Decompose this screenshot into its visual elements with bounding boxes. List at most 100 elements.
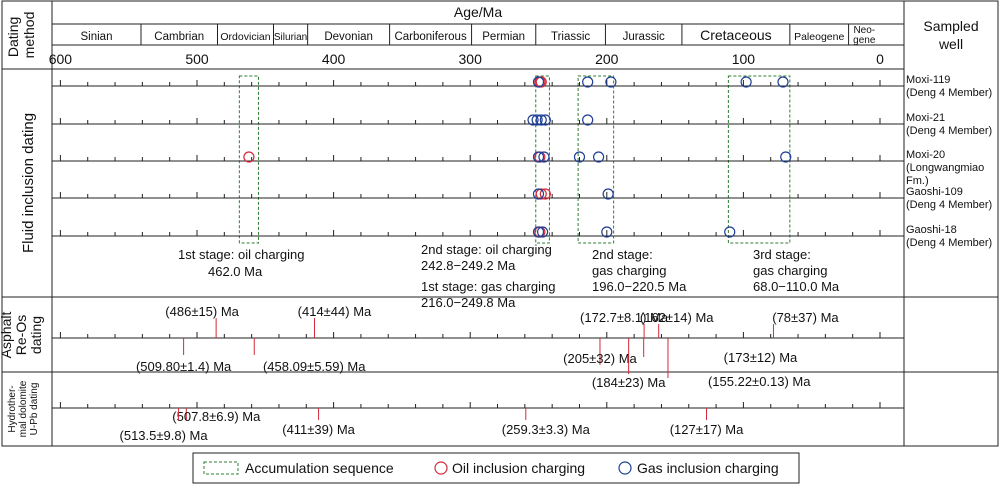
age-tick-label: 400 — [322, 51, 346, 67]
gas-inclusion-point — [582, 76, 594, 88]
period-label: Neo-gene — [853, 25, 876, 46]
dating-method-header: Dating method — [5, 12, 37, 59]
gas-inclusion-point — [527, 114, 539, 126]
gas-inclusion-point — [593, 151, 605, 163]
age-tick-label: 200 — [595, 51, 619, 67]
upb-dates: (507.8±6.9) Ma (513.5±9.8) Ma (411±39) Ma (… — [52, 402, 904, 443]
upb-date-label: (411±39) Ma — [282, 422, 355, 437]
period-label: Carboniferous — [394, 31, 466, 43]
period-label-part: Neo- — [853, 25, 875, 36]
well-unit: (Longwangmiao — [906, 162, 984, 174]
oil-inclusion-point — [539, 188, 551, 200]
stage-label-3rd-gas: 3rd stage: gas charging 68.0−110.0 Ma — [753, 247, 840, 294]
table-frame — [1, 0, 999, 447]
well-labels: Moxi-119(Deng 4 Member)Moxi-21(Deng 4 Me… — [906, 74, 992, 249]
upb-date-label: (507.8±6.9) Ma — [172, 409, 261, 424]
upb-date-label: (127±17) Ma — [670, 422, 744, 437]
sampled-well-header: Sampled — [923, 18, 978, 34]
reos-date-label: (458.09±5.59) Ma — [263, 359, 366, 374]
well-name: Moxi-20 — [906, 149, 945, 161]
accumulation-boxes — [238, 75, 791, 244]
oil-inclusion-point — [243, 151, 255, 163]
gas-inclusion-point — [740, 76, 752, 88]
period-label: Jurassic — [623, 31, 665, 43]
oil-legend-marker — [434, 461, 448, 475]
stage-label-2nd-gas: 2nd stage: gas charging 196.0−220.5 Ma — [592, 247, 687, 294]
legend-frame — [192, 452, 800, 484]
gas-inclusion-point — [601, 226, 613, 238]
well-unit: (Deng 4 Member) — [906, 87, 992, 99]
period-label: Ordovician — [220, 31, 270, 43]
age-tick-label: 500 — [185, 51, 209, 67]
accumulation-box — [238, 75, 259, 244]
gas-inclusion-point — [724, 226, 736, 238]
reos-date-label: (162±14) Ma — [640, 310, 714, 325]
legend-gas-label: Gas inclusion charging — [637, 460, 779, 476]
well-unit: Fm.) — [906, 175, 929, 187]
gas-inclusion-point — [602, 188, 614, 200]
upb-date-label: (259.3±3.3) Ma — [502, 422, 591, 437]
age-tick-label: 600 — [49, 51, 73, 67]
age-tick-label: 100 — [732, 51, 756, 67]
well-name: Gaoshi-109 — [906, 186, 963, 198]
fluid-inclusion-label: Fluid inclusion dating — [20, 113, 37, 253]
oil-inclusion-point — [535, 188, 547, 200]
age-tick-label: 0 — [876, 51, 884, 67]
reos-date-label: (155.22±0.13) Ma — [708, 374, 811, 389]
oil-inclusion-point — [535, 76, 547, 88]
geologic-periods: Sinian Cambrian Ordovician Silurian Devonian… — [81, 24, 876, 46]
legend-accumulation-label: Accumulation sequence — [245, 460, 394, 476]
age-tick-label: 300 — [459, 51, 483, 67]
well-unit: (Deng 4 Member) — [906, 125, 992, 137]
reos-date-label: (414±44) Ma — [298, 304, 372, 319]
reos-date-label: (509.80±1.4) Ma — [136, 359, 232, 374]
gas-inclusion-point — [532, 76, 545, 88]
gas-inclusion-point — [532, 188, 545, 200]
reos-dates: (486±15) Ma (414±44) Ma (172.7±8.1) Ma(162… — [52, 304, 904, 390]
stage-label-2nd-oil-1st-gas: 2nd stage: oil charging 242.8−249.2 Ma 1… — [421, 242, 559, 310]
upb-date-label: (513.5±9.8) Ma — [120, 428, 209, 443]
well-rows — [52, 76, 904, 238]
well-unit: (Deng 4 Member) — [906, 199, 992, 211]
period-label-part: gene — [853, 35, 876, 46]
stage-label-1st-oil: 1st stage: oil charging 462.0 Ma — [178, 247, 308, 279]
period-label: Cambrian — [154, 31, 204, 43]
well-name: Gaoshi-18 — [906, 224, 957, 236]
accumulation-box — [727, 75, 791, 244]
reos-date-label: (205±32) Ma — [563, 351, 637, 366]
period-label: Paleogene — [794, 31, 844, 43]
reos-date-label: (172.7±8.1) Ma — [580, 310, 669, 325]
reos-date-label: (78±37) Ma — [772, 310, 839, 325]
period-label: Triassic — [551, 31, 590, 43]
gas-inclusion-point — [582, 114, 594, 126]
dolomite-upb-label: Hydrother-mal dolomiteU-Pb dating — [7, 380, 40, 437]
age-axis-title: Age/Ma — [454, 4, 502, 20]
well-unit: (Deng 4 Member) — [906, 237, 992, 249]
reos-date-label: (486±15) Ma — [165, 304, 239, 319]
gas-legend-marker — [618, 461, 632, 475]
gas-inclusion-point — [605, 76, 617, 88]
period-label: Devonian — [324, 31, 373, 43]
legend-oil-label: Oil inclusion charging — [452, 460, 585, 476]
accumulation-legend-swatch — [203, 461, 239, 475]
gas-inclusion-point — [777, 76, 789, 88]
reos-date-label: (184±23) Ma — [592, 375, 666, 390]
gas-inclusion-point — [535, 114, 547, 126]
well-name: Moxi-21 — [906, 112, 945, 124]
accumulation-box — [577, 75, 615, 244]
gas-inclusion-point — [573, 151, 586, 163]
gas-inclusion-point — [531, 114, 543, 126]
asphalt-reos-label: AsphaltRe-Osdating — [0, 312, 44, 359]
period-label: Permian — [482, 31, 525, 43]
period-label: Sinian — [81, 31, 113, 43]
gas-inclusion-point — [536, 226, 549, 238]
gas-inclusion-point — [532, 226, 545, 238]
gas-inclusion-point — [539, 114, 551, 126]
well-name: Moxi-119 — [906, 74, 950, 86]
period-label: Silurian — [274, 32, 307, 43]
gas-inclusion-point — [538, 151, 550, 163]
gas-inclusion-point — [780, 151, 792, 163]
sampled-well-header-line2: well — [938, 36, 963, 52]
legend: Accumulation sequence Oil inclusion char… — [192, 452, 800, 484]
